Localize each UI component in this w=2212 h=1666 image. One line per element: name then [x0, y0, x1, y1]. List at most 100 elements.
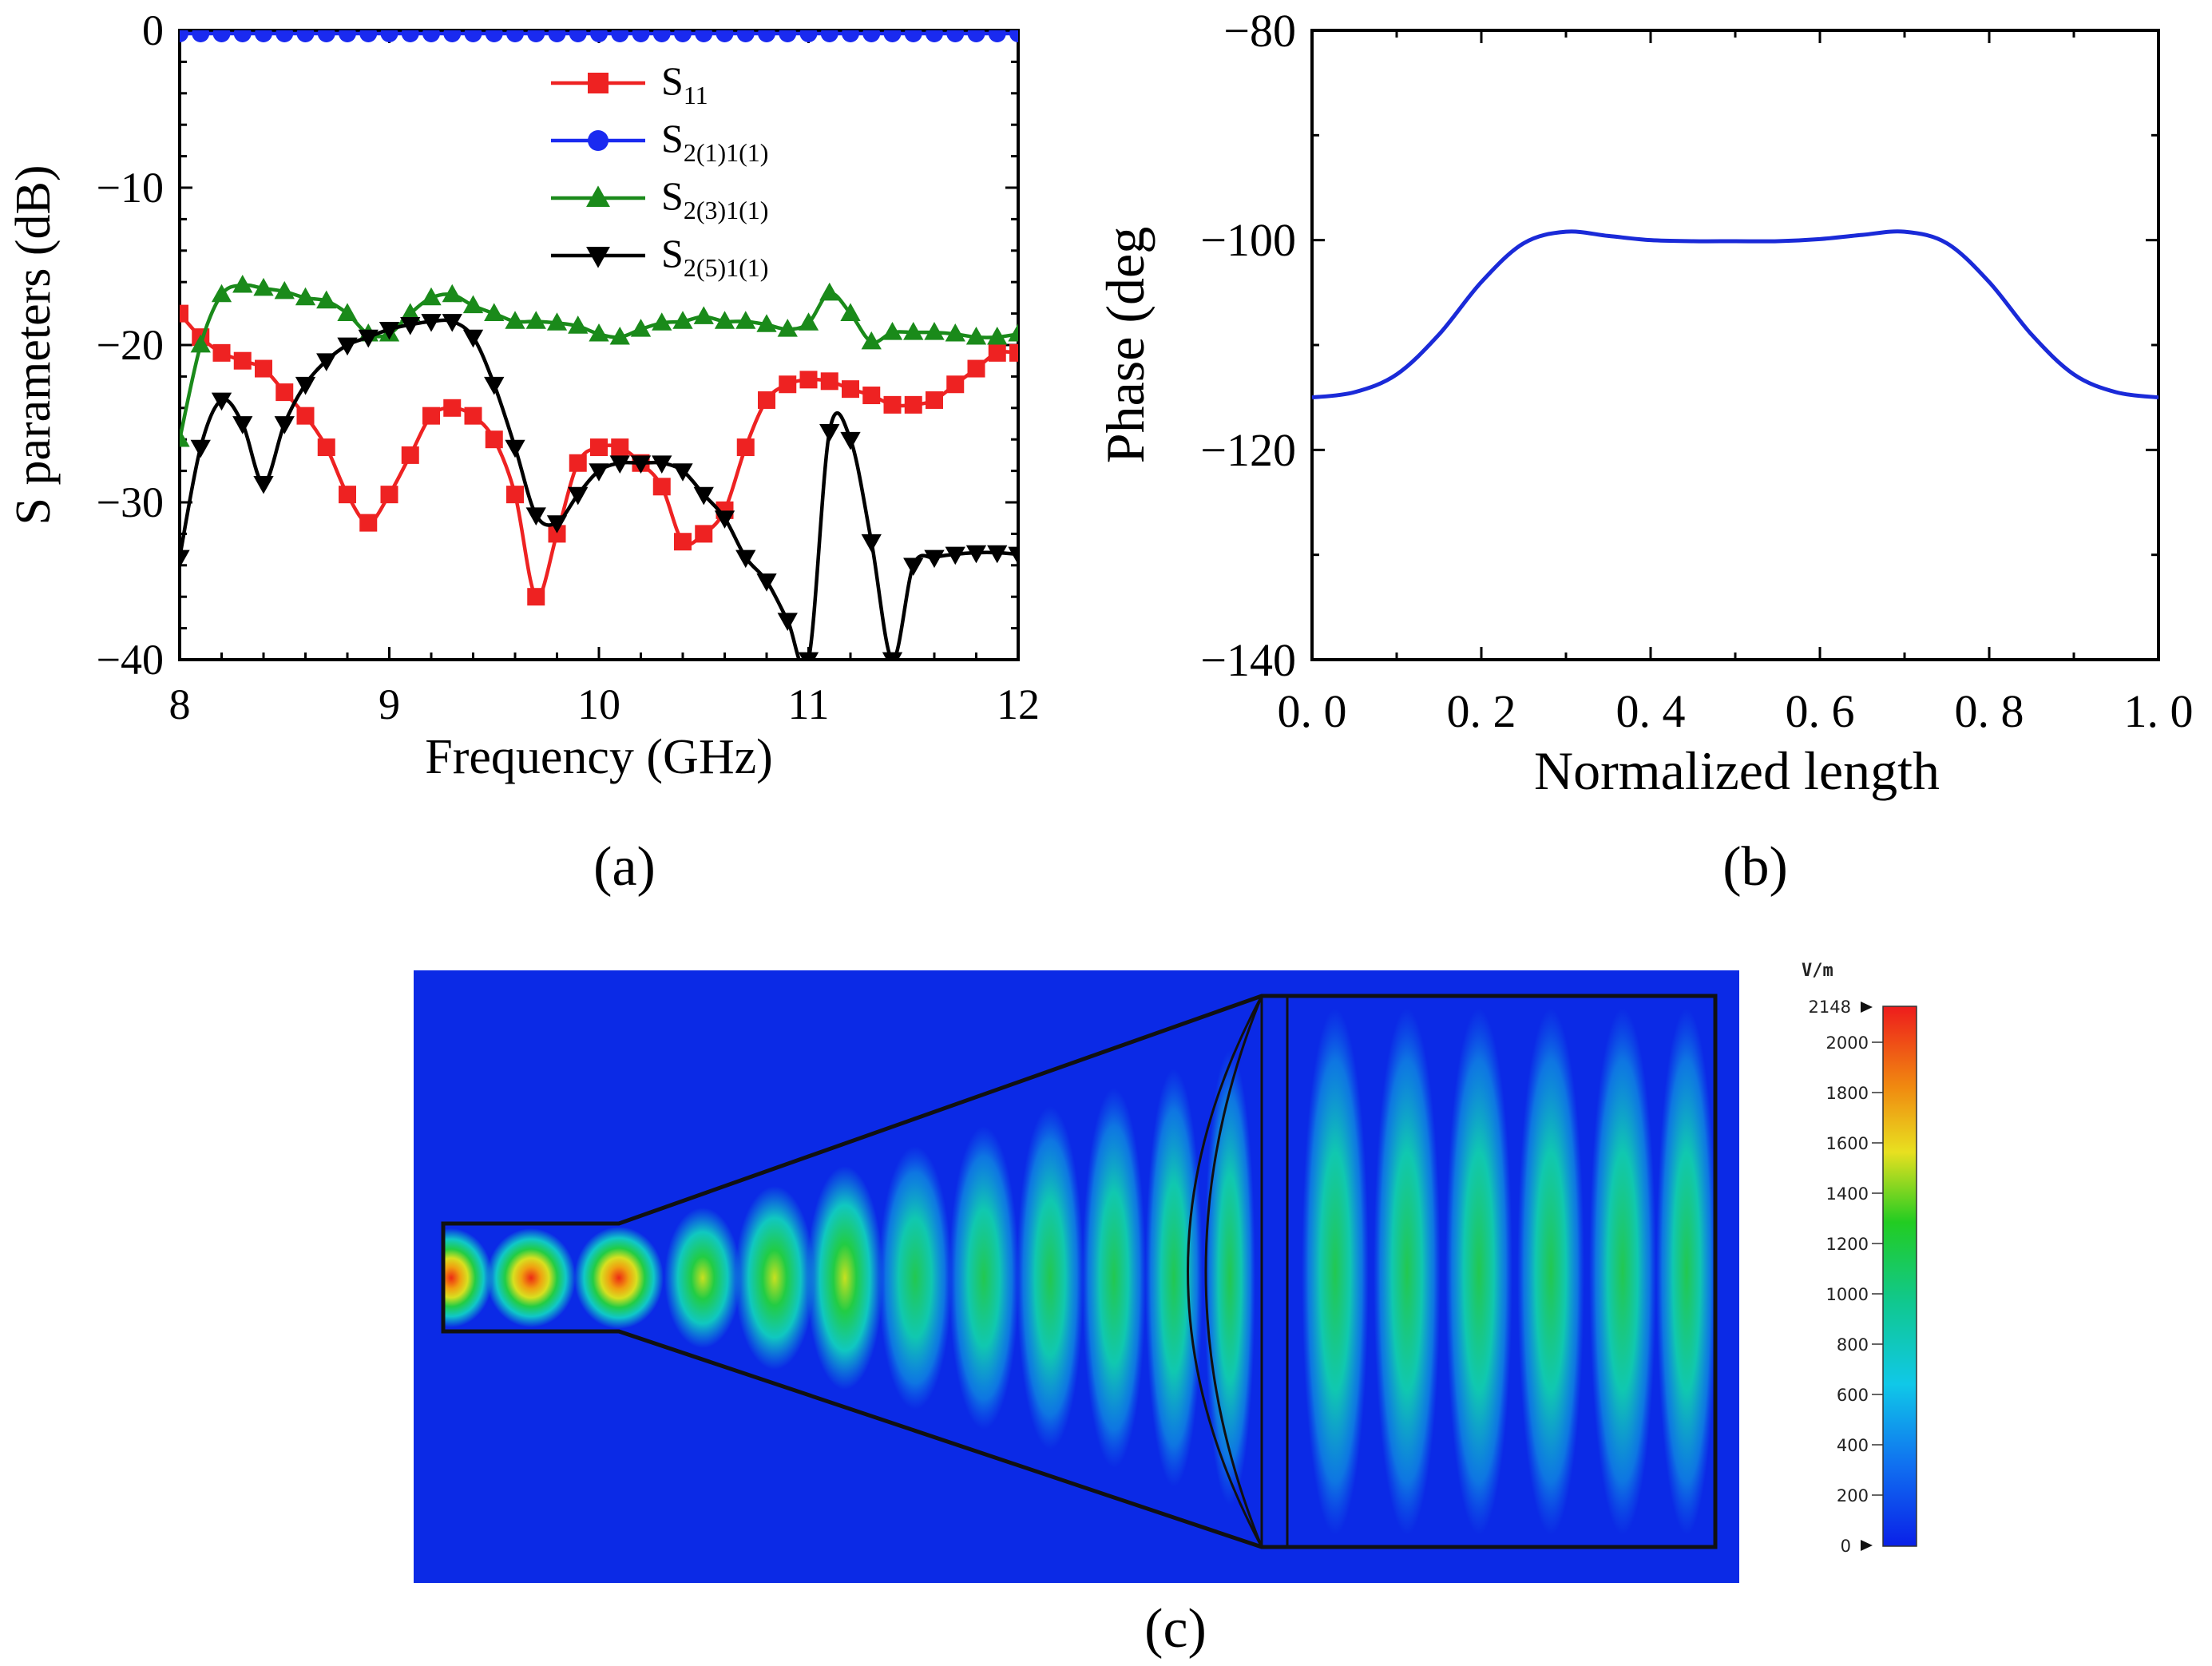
- data-point-marker: [945, 323, 965, 342]
- data-point-marker: [233, 351, 252, 370]
- data-point-marker: [652, 30, 671, 42]
- colorbar-ticks: [1872, 1041, 1883, 1496]
- data-point-marker: [965, 326, 987, 345]
- data-point-marker: [630, 319, 652, 337]
- data-point-marker: [276, 30, 294, 42]
- data-point-marker: [400, 303, 421, 321]
- data-point-marker: [525, 507, 546, 526]
- colorbar-tick-label: 800: [1837, 1335, 1869, 1355]
- data-point-marker: [714, 510, 735, 529]
- data-point-marker: [400, 317, 421, 335]
- data-point-marker: [589, 323, 609, 342]
- lens-curve-outer: [1187, 995, 1263, 1548]
- data-point-marker: [652, 312, 672, 331]
- data-point-marker: [862, 387, 881, 405]
- data-point-marker: [779, 375, 797, 394]
- b-ytick-label: −80: [1223, 5, 1296, 57]
- a-xtick-label: 8: [169, 680, 191, 728]
- panel-b-label: (b): [1722, 836, 1788, 898]
- data-point-marker: [505, 439, 525, 458]
- b-xtick-label: 0. 6: [1786, 685, 1855, 737]
- data-point-marker: [693, 306, 714, 324]
- data-point-marker: [506, 30, 524, 42]
- data-point-marker: [946, 375, 965, 394]
- data-point-marker: [904, 30, 922, 42]
- data-point-marker: [190, 439, 211, 458]
- data-point-marker: [716, 30, 734, 42]
- data-point-marker: [862, 30, 881, 42]
- data-point-marker: [758, 391, 775, 409]
- data-point-marker: [1009, 30, 1018, 42]
- data-point-marker: [758, 30, 775, 42]
- colorbar-tick-label: 1800: [1826, 1084, 1869, 1103]
- data-point-marker: [274, 416, 295, 434]
- data-point-marker: [883, 30, 902, 42]
- data-point-marker: [609, 326, 630, 345]
- data-point-marker: [569, 30, 587, 42]
- data-point-marker: [735, 311, 756, 329]
- data-point-marker: [442, 314, 462, 332]
- data-point-marker: [464, 30, 482, 42]
- data-point-marker: [799, 371, 818, 389]
- data-point-marker: [337, 337, 358, 356]
- data-point-marker: [212, 30, 231, 42]
- a-xtick-label: 10: [577, 680, 620, 728]
- data-point-marker: [180, 304, 188, 323]
- b-xtick-label: 0. 0: [1278, 685, 1347, 737]
- b-xtick-label: 0. 4: [1616, 685, 1686, 737]
- data-point-marker: [484, 376, 505, 395]
- data-point-marker: [735, 549, 756, 569]
- data-point-marker: [861, 331, 882, 350]
- data-point-marker: [842, 30, 859, 42]
- data-point-marker: [589, 463, 609, 482]
- panel-a-axes: [178, 29, 1020, 661]
- data-point-marker: [988, 343, 1006, 362]
- data-point-marker: [295, 376, 316, 395]
- data-point-marker: [967, 30, 985, 42]
- series-line-3: [180, 318, 1018, 660]
- data-point-marker: [359, 514, 378, 532]
- data-point-marker: [777, 613, 798, 631]
- data-point-marker: [180, 549, 190, 569]
- data-point-marker: [611, 438, 629, 457]
- data-point-marker: [274, 280, 295, 299]
- data-point-marker: [987, 545, 1008, 564]
- data-point-marker: [505, 311, 525, 329]
- b-y-axis-label: Phase (deg: [1095, 227, 1156, 463]
- colorbar-unit: V/m: [1802, 961, 1833, 981]
- data-point-marker: [192, 30, 210, 42]
- panel-c-label: (c): [1144, 1598, 1207, 1660]
- data-point-marker: [506, 486, 524, 504]
- data-point-marker: [861, 534, 882, 553]
- b-xtick-label: 0. 2: [1447, 685, 1516, 737]
- data-point-marker: [569, 454, 587, 472]
- panel-a-frame: [178, 29, 1020, 661]
- data-point-marker: [401, 30, 419, 42]
- b-x-axis-label: Normalized length: [1534, 740, 1940, 801]
- colorbar-tick-label: 200: [1837, 1486, 1869, 1505]
- data-point-marker: [443, 30, 462, 42]
- data-point-marker: [736, 438, 755, 457]
- data-point-marker: [819, 424, 840, 442]
- colorbar: V/m 2148 2000 1800 1600 1400 1200 1000 8…: [1802, 961, 1917, 1556]
- data-point-marker: [255, 30, 272, 42]
- legend-marker-sample: [588, 73, 608, 93]
- colorbar-min-label: 0: [1841, 1537, 1851, 1556]
- data-point-marker: [695, 30, 713, 42]
- data-point-marker: [525, 311, 546, 329]
- a-xtick-label: 9: [379, 680, 400, 728]
- data-point-marker: [945, 546, 965, 565]
- data-point-marker: [527, 588, 545, 606]
- panel-b-frame: [1310, 29, 2160, 661]
- data-point-marker: [924, 322, 945, 340]
- data-point-marker: [946, 30, 965, 42]
- data-point-marker: [337, 303, 358, 321]
- data-point-marker: [903, 557, 924, 576]
- data-point-marker: [546, 312, 568, 331]
- data-point-marker: [316, 353, 337, 371]
- colorbar-tick-label: 400: [1837, 1436, 1869, 1455]
- data-point-marker: [652, 455, 672, 474]
- a-ytick-label: −40: [97, 636, 164, 684]
- horn-outline: [441, 994, 1718, 1549]
- data-point-marker: [253, 476, 274, 494]
